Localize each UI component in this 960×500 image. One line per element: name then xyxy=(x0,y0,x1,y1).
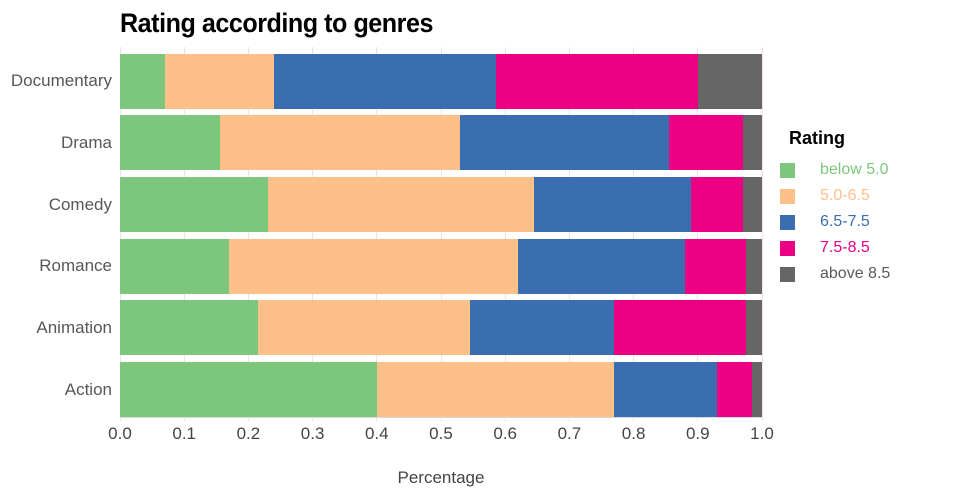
bar-segment xyxy=(495,53,698,109)
x-axis-line xyxy=(120,417,762,418)
bar-segment xyxy=(469,300,615,356)
x-tick-label: 0.3 xyxy=(300,424,325,443)
legend-items: below 5.0 5.0-6.5 6.5-7.5 7.5-8.5 above 8.5 xyxy=(780,157,955,287)
gridline xyxy=(119,47,121,421)
bar-segment xyxy=(684,238,746,294)
x-tick-label: 0.1 xyxy=(172,424,196,443)
bar-segment xyxy=(614,362,718,417)
plot-area xyxy=(119,47,763,421)
bar-segment xyxy=(745,300,762,356)
bar-segment xyxy=(120,300,259,356)
legend-item: 6.5-7.5 xyxy=(780,209,955,235)
chart-title: Rating according to genres xyxy=(120,8,434,38)
bar-segment xyxy=(120,362,377,417)
legend-swatch xyxy=(780,188,795,204)
legend-item: above 8.5 xyxy=(780,261,955,287)
category-label: Action xyxy=(64,379,112,399)
x-tick-label: 0.4 xyxy=(364,424,389,443)
bar-segment xyxy=(120,177,268,232)
bar-segment xyxy=(742,177,762,232)
x-tick-label: 0.8 xyxy=(621,424,646,443)
legend-label: above 8.5 xyxy=(820,265,891,282)
bar-segment xyxy=(752,362,762,417)
bar-segment xyxy=(460,115,669,171)
x-tick-label: 0.9 xyxy=(685,424,710,443)
category-label: Romance xyxy=(39,256,112,276)
legend-swatch xyxy=(780,240,795,256)
gridline xyxy=(504,47,506,421)
bar-row-action xyxy=(120,362,762,417)
category-label: Comedy xyxy=(48,194,112,214)
legend-label: below 5.0 xyxy=(820,161,889,178)
legend-swatch xyxy=(780,214,795,230)
legend-item: below 5.0 xyxy=(780,157,955,183)
legend-label: 7.5-8.5 xyxy=(820,239,870,256)
gridline xyxy=(440,47,442,421)
bar-segment xyxy=(164,53,275,109)
legend-swatch xyxy=(780,266,795,282)
category-label: Documentary xyxy=(10,71,112,91)
bar-row-comedy xyxy=(120,177,762,232)
gridline xyxy=(183,47,185,421)
gridline xyxy=(761,47,763,421)
gridline xyxy=(697,47,699,421)
legend-title: Rating xyxy=(789,128,845,148)
bar-segment xyxy=(267,177,535,232)
gridline xyxy=(312,47,314,421)
bar-segment xyxy=(258,300,470,356)
bar-segment xyxy=(219,115,461,171)
gridline xyxy=(633,47,635,421)
bar-row-animation xyxy=(120,300,762,356)
bar-segment xyxy=(120,115,220,171)
bar-segment xyxy=(697,53,762,109)
bar-segment xyxy=(668,115,743,171)
x-tick-label: 0.7 xyxy=(557,424,582,443)
category-label: Animation xyxy=(36,317,112,337)
legend: Rating below 5.0 5.0-6.5 6.5-7.5 7.5-8.5 abo… xyxy=(780,128,955,287)
x-tick-label: 0.6 xyxy=(493,424,517,443)
legend-swatch xyxy=(780,162,795,178)
bar-segment xyxy=(229,238,519,294)
bar-segment xyxy=(120,238,230,294)
category-label: Drama xyxy=(60,132,112,152)
legend-label: 6.5-7.5 xyxy=(820,213,870,230)
bar-segment xyxy=(742,115,762,171)
x-axis-title: Percentage xyxy=(397,468,485,487)
legend-item: 5.0-6.5 xyxy=(780,183,955,209)
bar-segment xyxy=(534,177,692,232)
bar-segment xyxy=(745,238,762,294)
x-tick-label: 0.2 xyxy=(236,424,261,443)
x-tick-label: 1.0 xyxy=(750,424,774,443)
gridline xyxy=(568,47,570,421)
x-tick-label: 0.0 xyxy=(108,424,132,443)
gridline xyxy=(247,47,249,421)
bar-segment xyxy=(376,362,615,417)
bar-row-documentary xyxy=(120,53,762,109)
gridline xyxy=(376,47,378,421)
bar-segment xyxy=(614,300,746,356)
legend-item: 7.5-8.5 xyxy=(780,235,955,261)
bar-segment xyxy=(120,53,165,109)
bar-row-drama xyxy=(120,115,762,171)
bar-row-romance xyxy=(120,238,762,294)
bar-segment xyxy=(274,53,496,109)
bar-segment xyxy=(691,177,743,232)
bar-segment xyxy=(717,362,753,417)
bar-segment xyxy=(518,238,685,294)
legend-label: 5.0-6.5 xyxy=(820,187,870,204)
x-tick-label: 0.5 xyxy=(429,424,453,443)
